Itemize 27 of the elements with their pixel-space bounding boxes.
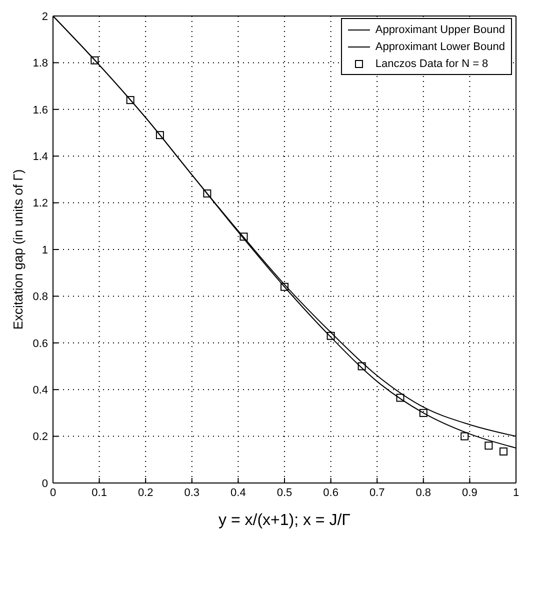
x-axis-title: y = x/(x+1); x = J/Γ (218, 512, 351, 529)
y-tick-label: 2 (42, 10, 48, 23)
x-tick-label: 0 (50, 486, 56, 499)
y-axis-title: Excitation gap (in units of Γ) (10, 169, 26, 330)
legend-label: Approximant Upper Bound (375, 24, 505, 36)
legend-label: Approximant Lower Bound (375, 40, 505, 52)
y-tick-label: 1.2 (32, 198, 48, 210)
x-tick-label: 0.9 (462, 486, 478, 499)
x-tick-label: 0.6 (323, 486, 338, 499)
y-tick-label: 1.8 (32, 58, 48, 70)
y-tick-label: 1.6 (32, 104, 48, 116)
y-tick-label: 1 (42, 244, 48, 256)
x-tick-label: 0.4 (230, 486, 246, 499)
y-tick-label: 0.4 (32, 384, 48, 397)
y-tick-label: 1.4 (32, 151, 48, 164)
x-tick-label: 0.2 (138, 486, 154, 499)
y-tick-label: 0 (42, 478, 48, 490)
y-tick-label: 0.2 (32, 431, 48, 444)
x-tick-label: 0.7 (369, 486, 385, 499)
y-tick-label: 0.8 (32, 291, 48, 304)
x-tick-label: 0.3 (184, 486, 200, 499)
x-tick-label: 0.8 (416, 486, 432, 499)
x-tick-label: 1 (512, 486, 520, 499)
y-tick-label: 0.6 (32, 338, 48, 350)
legend-label: Lanczos Data for N = 8 (375, 58, 488, 70)
x-tick-label: 0.1 (92, 486, 107, 499)
x-tick-label: 0.5 (276, 486, 292, 499)
